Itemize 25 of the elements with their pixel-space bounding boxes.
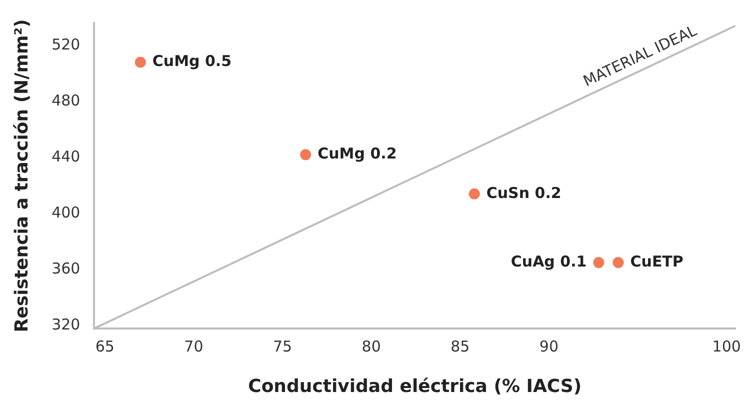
y-tick-label: 320 [52,315,80,334]
x-tick-label: 65 [95,337,114,356]
x-tick-label: 85 [450,337,470,356]
series-label: CuSn 0.2 [486,184,562,202]
point [134,56,146,68]
series-label: CuETP [630,252,684,270]
series-label: CuAg 0.1 [510,252,587,270]
series-label: CuMg 0.2 [318,144,397,163]
point [300,149,312,160]
x-tick-label: 90 [539,337,559,356]
y-tick-label: 520 [52,35,80,54]
point [468,188,480,200]
y-tick-label: 400 [52,203,80,222]
x-tick-label: 75 [272,337,292,356]
point [612,257,624,268]
series-label: CuMg 0.5 [152,52,232,70]
x-tick-label: 100 [712,337,741,356]
y-tick-label: 440 [52,147,80,166]
point [593,257,604,268]
y-tick-label: 360 [52,259,80,278]
x-tick-label: 70 [184,337,204,356]
x-axis-title: Conductividad eléctrica (% IACS) [248,376,582,397]
y-tick-label: 480 [52,91,80,110]
y-axis-title: Resistencia a tracción (N/mm²) [11,19,32,332]
x-tick-label: 80 [362,337,381,356]
